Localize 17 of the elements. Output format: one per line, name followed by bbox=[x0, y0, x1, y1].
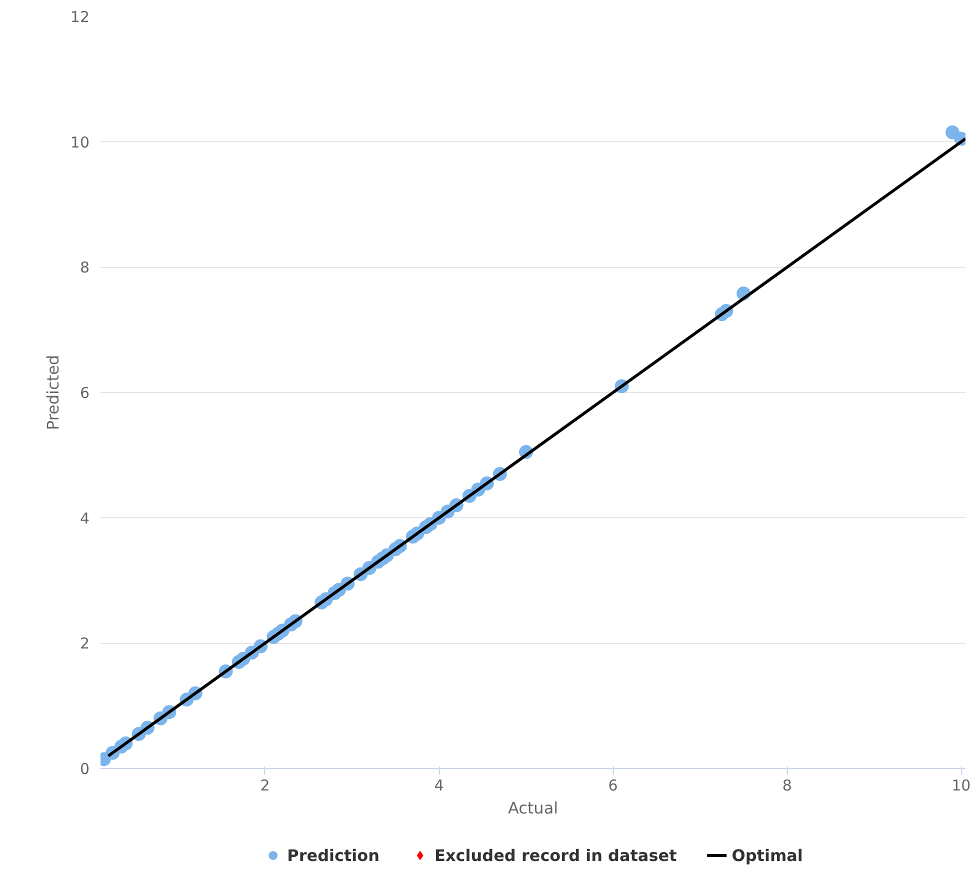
y-tick-label: 12 bbox=[70, 8, 90, 26]
x-tick-label: 10 bbox=[952, 776, 971, 794]
x-axis-title: Actual bbox=[508, 798, 558, 818]
legend-label: Excluded record in dataset bbox=[434, 846, 677, 864]
x-tick-label: 6 bbox=[608, 776, 618, 794]
y-axis-title: Predicted bbox=[43, 354, 62, 430]
x-tick-label: 2 bbox=[260, 776, 270, 794]
x-tick-label: 8 bbox=[782, 776, 792, 794]
legend-label: Prediction bbox=[287, 846, 380, 864]
y-tick-label: 8 bbox=[80, 258, 90, 277]
y-tick-label: 2 bbox=[80, 634, 90, 653]
x-tick-label: 4 bbox=[434, 776, 444, 794]
y-tick-label: 10 bbox=[70, 133, 90, 152]
y-tick-label: 0 bbox=[80, 760, 90, 778]
y-tick-label: 6 bbox=[80, 384, 90, 402]
legend-label: Optimal bbox=[732, 846, 803, 864]
y-tick-label: 4 bbox=[80, 509, 90, 528]
